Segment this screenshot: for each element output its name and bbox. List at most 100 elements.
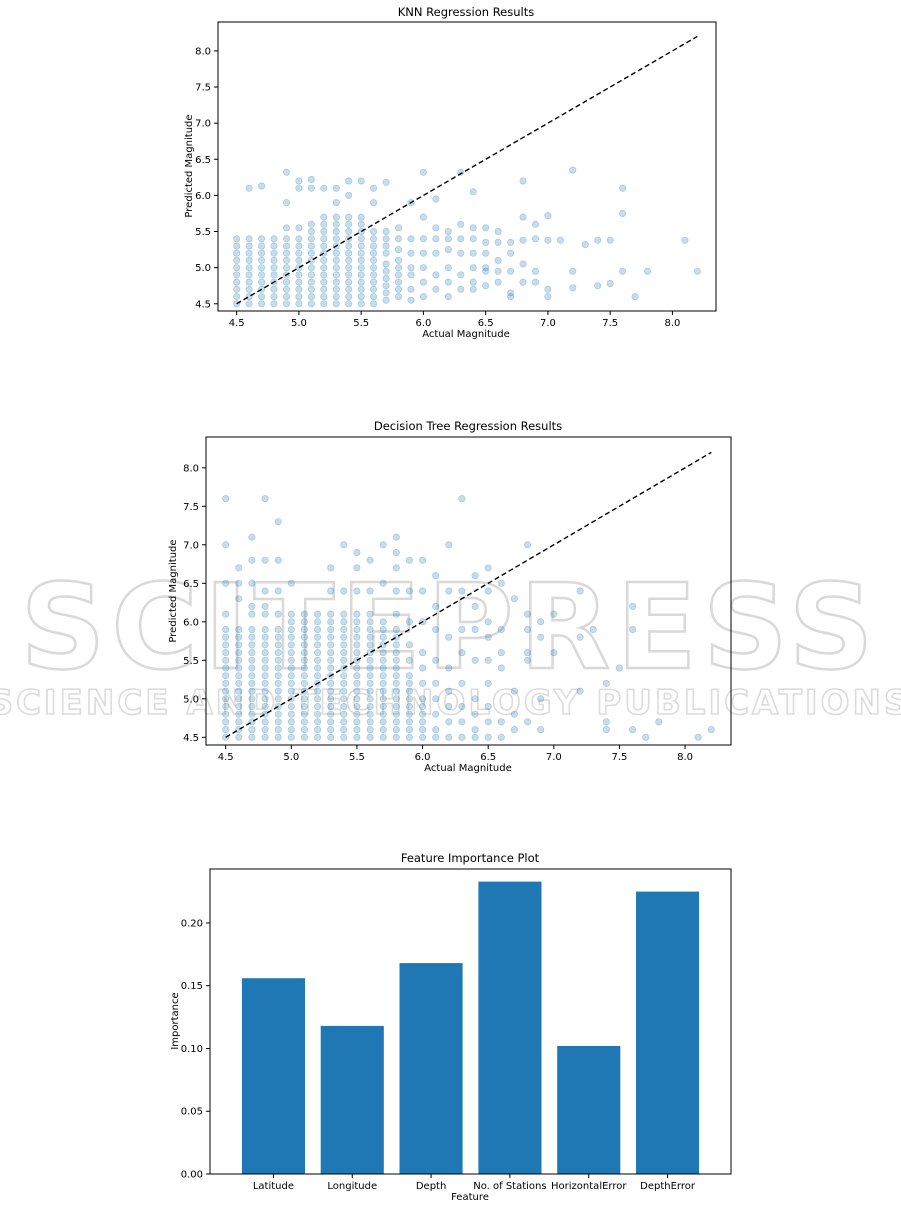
- scatter-point: [556, 236, 564, 244]
- scatter-point: [327, 718, 335, 726]
- y-tick-label: 4.5: [183, 733, 199, 744]
- scatter-point: [340, 733, 348, 741]
- scatter-point: [394, 264, 402, 272]
- scatter-point: [407, 296, 415, 304]
- scatter-point: [287, 702, 295, 710]
- scatter-point: [407, 264, 415, 272]
- scatter-point: [432, 195, 440, 203]
- scatter-point: [524, 625, 532, 633]
- scatter-point: [353, 664, 361, 672]
- scatter-point: [235, 679, 243, 687]
- scatter-point: [320, 242, 328, 250]
- identity-reference-line: [225, 451, 712, 738]
- scatter-point: [392, 702, 400, 710]
- scatter-point: [379, 664, 387, 672]
- scatter-point: [235, 649, 243, 657]
- y-tick-label: 0.00: [181, 1170, 203, 1181]
- scatter-point: [287, 726, 295, 734]
- scatter-point: [248, 702, 256, 710]
- scatter-point: [353, 702, 361, 710]
- scatter-point: [327, 633, 335, 641]
- scatter-point: [405, 726, 413, 734]
- scatter-point: [340, 625, 348, 633]
- scatter-point: [405, 718, 413, 726]
- scatter-point: [537, 618, 545, 626]
- scatter-point: [340, 610, 348, 618]
- scatter-point: [307, 249, 315, 257]
- scatter-point: [484, 733, 492, 741]
- scatter-point: [295, 184, 303, 192]
- scatter-point: [353, 618, 361, 626]
- scatter-point: [327, 618, 335, 626]
- scatter-point: [537, 633, 545, 641]
- scatter-point: [300, 710, 308, 718]
- scatter-point: [287, 664, 295, 672]
- scatter-point: [482, 267, 490, 275]
- scatter-point: [366, 687, 374, 695]
- scatter-point: [332, 220, 340, 228]
- scatter-point: [245, 300, 253, 308]
- scatter-point: [379, 641, 387, 649]
- scatter-point: [287, 656, 295, 664]
- scatter-point: [222, 495, 230, 503]
- scatter-point: [245, 285, 253, 293]
- scatter-point: [366, 710, 374, 718]
- scatter-point: [419, 213, 427, 221]
- scatter-point: [245, 264, 253, 272]
- scatter-point: [235, 726, 243, 734]
- scatter-point: [419, 587, 427, 595]
- scatter-point: [270, 264, 278, 272]
- scatter-point: [444, 278, 452, 286]
- scatter-point: [320, 271, 328, 279]
- bar-group: [241, 881, 700, 1174]
- scatter-point: [379, 618, 387, 626]
- scatter-point: [445, 733, 453, 741]
- scatter-point: [419, 249, 427, 257]
- scatter-point: [258, 300, 266, 308]
- scatter-point: [357, 264, 365, 272]
- scatter-point: [340, 641, 348, 649]
- scatter-point: [261, 587, 269, 595]
- scatter-point: [405, 679, 413, 687]
- scatter-point: [307, 176, 315, 184]
- bar: [557, 1046, 621, 1174]
- scatter-point: [300, 610, 308, 618]
- scatter-point: [445, 587, 453, 595]
- scatter-point: [392, 672, 400, 680]
- scatter-point: [353, 672, 361, 680]
- scatter-point: [332, 235, 340, 243]
- scatter-point: [332, 278, 340, 286]
- scatter-point: [327, 641, 335, 649]
- x-axis-label: Feature: [451, 1192, 489, 1203]
- scatter-point: [270, 285, 278, 293]
- scatter-point: [357, 271, 365, 279]
- scatter-point: [510, 687, 518, 695]
- scatter-point: [693, 267, 701, 275]
- scatter-point: [274, 733, 282, 741]
- scatter-point: [379, 726, 387, 734]
- scatter-point: [287, 610, 295, 618]
- scatter-point: [314, 718, 322, 726]
- scatter-point: [370, 256, 378, 264]
- scatter-point: [287, 733, 295, 741]
- scatter-point: [419, 278, 427, 286]
- y-tick-label: 6.0: [183, 617, 199, 628]
- scatter-point: [235, 641, 243, 649]
- scatter-point: [419, 556, 427, 564]
- scatter-point: [370, 264, 378, 272]
- scatter-point: [445, 718, 453, 726]
- scatter-point: [392, 548, 400, 556]
- scatter-point: [327, 726, 335, 734]
- scatter-point: [507, 238, 515, 246]
- scatter-point: [357, 228, 365, 236]
- scatter-point: [524, 656, 532, 664]
- scatter-point: [432, 625, 440, 633]
- scatter-point: [222, 687, 230, 695]
- scatter-point: [458, 718, 466, 726]
- scatter-point: [282, 199, 290, 207]
- scatter-point: [392, 641, 400, 649]
- scatter-point: [327, 710, 335, 718]
- scatter-point: [287, 641, 295, 649]
- scatter-point: [332, 271, 340, 279]
- scatter-point: [345, 300, 353, 308]
